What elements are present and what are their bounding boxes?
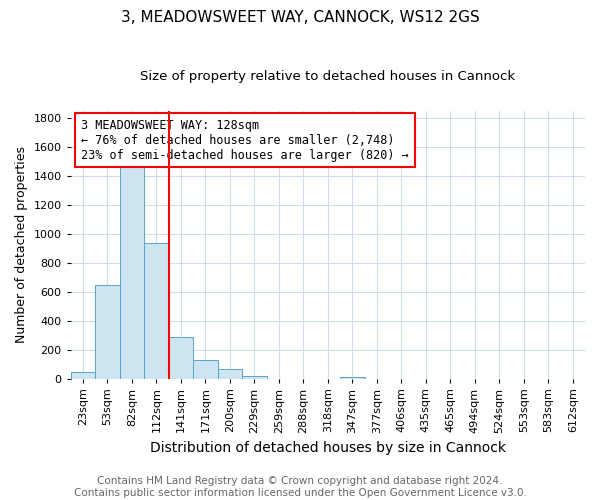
Text: 3 MEADOWSWEET WAY: 128sqm
← 76% of detached houses are smaller (2,748)
23% of se: 3 MEADOWSWEET WAY: 128sqm ← 76% of detac… xyxy=(81,118,409,162)
Bar xyxy=(193,360,218,378)
Bar xyxy=(119,165,144,378)
Y-axis label: Number of detached properties: Number of detached properties xyxy=(15,146,28,343)
Title: Size of property relative to detached houses in Cannock: Size of property relative to detached ho… xyxy=(140,70,515,83)
Text: Contains HM Land Registry data © Crown copyright and database right 2024.
Contai: Contains HM Land Registry data © Crown c… xyxy=(74,476,526,498)
Bar xyxy=(169,336,193,378)
Bar xyxy=(242,376,266,378)
X-axis label: Distribution of detached houses by size in Cannock: Distribution of detached houses by size … xyxy=(150,441,506,455)
Bar xyxy=(144,243,169,378)
Bar xyxy=(95,284,119,378)
Bar xyxy=(218,368,242,378)
Bar xyxy=(71,372,95,378)
Text: 3, MEADOWSWEET WAY, CANNOCK, WS12 2GS: 3, MEADOWSWEET WAY, CANNOCK, WS12 2GS xyxy=(121,10,479,25)
